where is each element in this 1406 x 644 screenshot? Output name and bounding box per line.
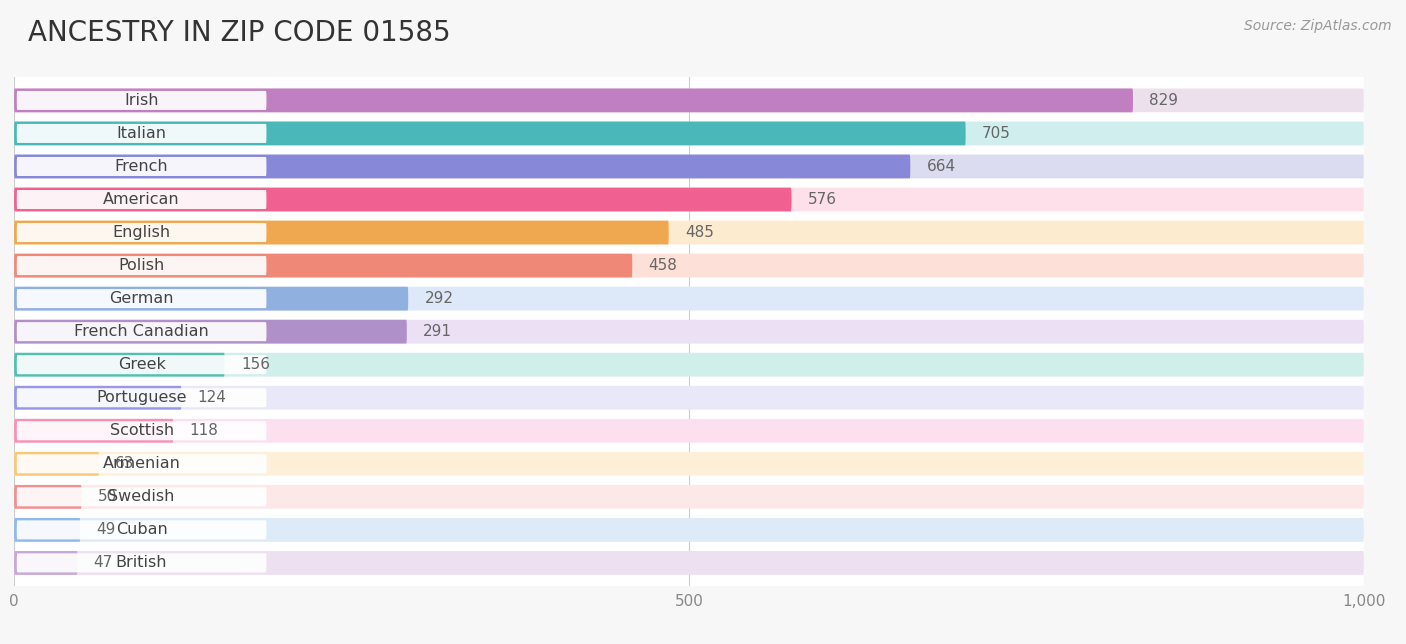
- FancyBboxPatch shape: [14, 88, 1364, 112]
- FancyBboxPatch shape: [14, 122, 1364, 146]
- Text: 705: 705: [981, 126, 1011, 141]
- Text: Scottish: Scottish: [110, 423, 174, 439]
- FancyBboxPatch shape: [14, 187, 792, 211]
- Text: American: American: [103, 192, 180, 207]
- Text: 829: 829: [1149, 93, 1178, 108]
- Text: French Canadian: French Canadian: [75, 324, 209, 339]
- FancyBboxPatch shape: [14, 386, 1364, 410]
- FancyBboxPatch shape: [14, 551, 77, 575]
- FancyBboxPatch shape: [14, 386, 181, 410]
- FancyBboxPatch shape: [17, 520, 267, 540]
- FancyBboxPatch shape: [17, 388, 267, 407]
- Text: 292: 292: [425, 291, 453, 306]
- FancyBboxPatch shape: [14, 452, 1364, 476]
- Text: 47: 47: [94, 555, 112, 571]
- FancyBboxPatch shape: [17, 157, 267, 176]
- FancyBboxPatch shape: [17, 289, 267, 308]
- FancyBboxPatch shape: [14, 155, 1364, 178]
- FancyBboxPatch shape: [14, 518, 1364, 542]
- FancyBboxPatch shape: [14, 320, 1364, 343]
- Text: ANCESTRY IN ZIP CODE 01585: ANCESTRY IN ZIP CODE 01585: [28, 19, 451, 47]
- Text: 576: 576: [807, 192, 837, 207]
- Text: Italian: Italian: [117, 126, 167, 141]
- Text: Polish: Polish: [118, 258, 165, 273]
- Text: Source: ZipAtlas.com: Source: ZipAtlas.com: [1244, 19, 1392, 33]
- Text: 118: 118: [190, 423, 218, 439]
- FancyBboxPatch shape: [14, 88, 1133, 112]
- FancyBboxPatch shape: [17, 223, 267, 242]
- Text: 664: 664: [927, 159, 956, 174]
- FancyBboxPatch shape: [14, 320, 406, 343]
- FancyBboxPatch shape: [14, 353, 1364, 377]
- FancyBboxPatch shape: [17, 454, 267, 473]
- Text: 63: 63: [115, 457, 135, 471]
- FancyBboxPatch shape: [14, 452, 98, 476]
- Text: Armenian: Armenian: [103, 457, 180, 471]
- FancyBboxPatch shape: [14, 353, 225, 377]
- FancyBboxPatch shape: [14, 485, 1364, 509]
- Text: Portuguese: Portuguese: [97, 390, 187, 405]
- Text: German: German: [110, 291, 174, 306]
- FancyBboxPatch shape: [14, 187, 1364, 211]
- Text: 458: 458: [648, 258, 678, 273]
- FancyBboxPatch shape: [14, 287, 408, 310]
- Text: 124: 124: [198, 390, 226, 405]
- FancyBboxPatch shape: [14, 155, 910, 178]
- FancyBboxPatch shape: [14, 221, 1364, 245]
- Text: Irish: Irish: [124, 93, 159, 108]
- FancyBboxPatch shape: [14, 419, 173, 442]
- Text: Cuban: Cuban: [115, 522, 167, 537]
- FancyBboxPatch shape: [14, 122, 966, 146]
- FancyBboxPatch shape: [14, 254, 1364, 278]
- Text: British: British: [115, 555, 167, 571]
- FancyBboxPatch shape: [17, 355, 267, 374]
- FancyBboxPatch shape: [14, 485, 82, 509]
- FancyBboxPatch shape: [17, 124, 267, 143]
- FancyBboxPatch shape: [17, 256, 267, 275]
- FancyBboxPatch shape: [17, 553, 267, 573]
- FancyBboxPatch shape: [17, 91, 267, 110]
- Text: French: French: [115, 159, 169, 174]
- Text: 291: 291: [423, 324, 453, 339]
- Text: 485: 485: [685, 225, 714, 240]
- Text: 49: 49: [97, 522, 115, 537]
- FancyBboxPatch shape: [17, 421, 267, 440]
- Text: 156: 156: [240, 357, 270, 372]
- FancyBboxPatch shape: [17, 190, 267, 209]
- Text: Greek: Greek: [118, 357, 166, 372]
- FancyBboxPatch shape: [14, 551, 1364, 575]
- FancyBboxPatch shape: [14, 287, 1364, 310]
- Text: English: English: [112, 225, 170, 240]
- Text: 50: 50: [98, 489, 117, 504]
- FancyBboxPatch shape: [14, 518, 80, 542]
- FancyBboxPatch shape: [17, 322, 267, 341]
- FancyBboxPatch shape: [14, 221, 669, 245]
- FancyBboxPatch shape: [17, 488, 267, 506]
- Text: Swedish: Swedish: [108, 489, 174, 504]
- FancyBboxPatch shape: [14, 419, 1364, 442]
- FancyBboxPatch shape: [14, 254, 633, 278]
